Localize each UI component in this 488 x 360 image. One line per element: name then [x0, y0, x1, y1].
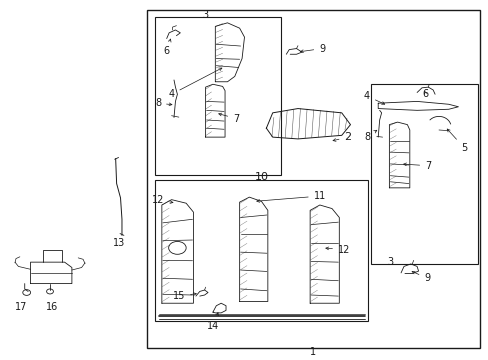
Text: 3: 3	[386, 257, 393, 267]
Text: 4: 4	[363, 91, 384, 104]
Text: 9: 9	[300, 44, 325, 54]
Text: 8: 8	[155, 98, 172, 108]
Text: 9: 9	[411, 271, 429, 283]
Text: 12: 12	[325, 245, 349, 255]
Text: 14: 14	[207, 312, 219, 331]
Bar	[154, 18, 281, 175]
Text: 13: 13	[113, 238, 125, 248]
Text: 5: 5	[447, 129, 467, 153]
Text: 2: 2	[332, 132, 351, 142]
Text: 15: 15	[172, 291, 196, 301]
Bar	[147, 10, 479, 348]
Text: 8: 8	[363, 130, 376, 142]
Text: 10: 10	[254, 172, 268, 182]
Text: 16: 16	[46, 302, 59, 312]
Text: 6: 6	[422, 89, 428, 99]
Bar	[370, 84, 477, 264]
Text: 1: 1	[309, 347, 315, 357]
Text: 7: 7	[403, 161, 430, 171]
Text: 6: 6	[163, 39, 171, 57]
Text: 17: 17	[15, 302, 27, 312]
Text: 3: 3	[202, 10, 208, 19]
Text: 11: 11	[256, 191, 325, 202]
Text: 12: 12	[151, 195, 173, 204]
Text: 7: 7	[218, 113, 239, 123]
Bar	[154, 180, 368, 321]
Text: 4: 4	[168, 68, 222, 99]
